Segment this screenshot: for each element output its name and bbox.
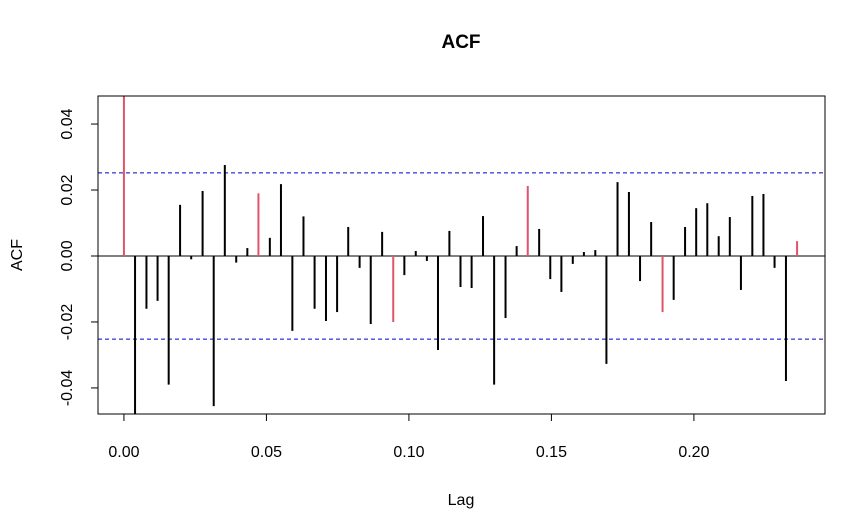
y-tick-label: 0.00 bbox=[59, 240, 76, 271]
x-axis-label: Lag bbox=[448, 492, 475, 509]
y-tick-label: -0.02 bbox=[59, 304, 76, 341]
y-tick-label: 0.02 bbox=[59, 174, 76, 205]
x-tick-label: 0.05 bbox=[251, 444, 282, 461]
y-tick-label: -0.04 bbox=[59, 370, 76, 407]
y-axis-label: ACF bbox=[9, 239, 26, 271]
x-tick-label: 0.00 bbox=[108, 444, 139, 461]
y-tick-label: 0.04 bbox=[59, 108, 76, 139]
plot-area bbox=[98, 96, 825, 414]
chart-title: ACF bbox=[441, 32, 480, 53]
plot-frame bbox=[97, 95, 826, 415]
x-tick-label: 0.20 bbox=[678, 444, 709, 461]
x-tick-label: 0.15 bbox=[536, 444, 567, 461]
x-tick-label: 0.10 bbox=[393, 444, 424, 461]
